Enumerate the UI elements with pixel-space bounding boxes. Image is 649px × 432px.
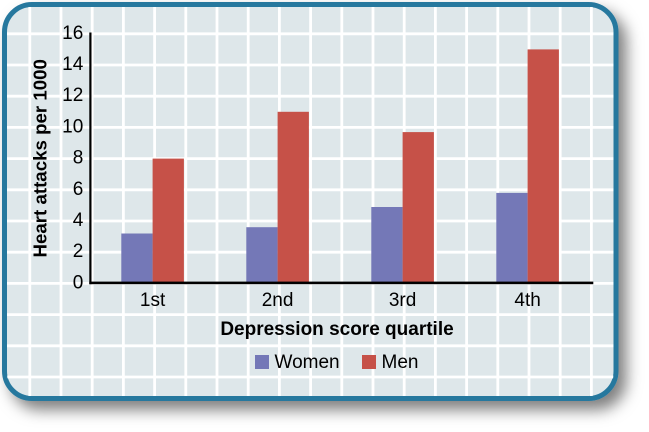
svg-text:Men: Men (382, 352, 419, 373)
svg-text:1st: 1st (140, 290, 166, 311)
svg-text:10: 10 (62, 116, 83, 137)
svg-text:4: 4 (73, 210, 84, 231)
svg-text:2: 2 (73, 241, 84, 262)
svg-text:4th: 4th (514, 290, 540, 311)
svg-text:6: 6 (73, 179, 84, 200)
svg-text:Heart attacks per 1000: Heart attacks per 1000 (29, 59, 50, 257)
svg-text:Depression score quartile: Depression score quartile (220, 319, 453, 340)
svg-text:8: 8 (73, 148, 84, 169)
svg-text:14: 14 (62, 54, 84, 75)
svg-text:0: 0 (73, 272, 84, 293)
svg-text:12: 12 (62, 85, 83, 106)
svg-text:3rd: 3rd (389, 290, 416, 311)
svg-text:Women: Women (275, 352, 340, 373)
svg-text:16: 16 (62, 23, 83, 44)
svg-text:2nd: 2nd (262, 290, 294, 311)
